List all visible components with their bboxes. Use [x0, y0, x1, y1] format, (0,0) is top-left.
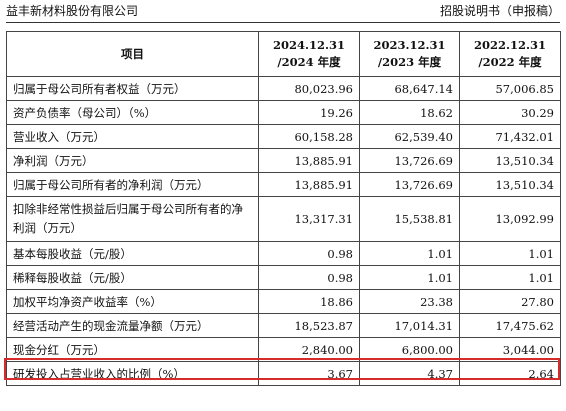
- row-label: 稀释每股收益（元/股）: [6, 265, 259, 290]
- table-row: 经营活动产生的现金流量净额（万元） 18,523.87 17,014.31 17,47…: [6, 313, 561, 338]
- cell-value: 17,475.62: [459, 313, 561, 338]
- row-label: 现金分红（万元）: [6, 337, 259, 362]
- cell-value: 18.62: [359, 100, 460, 125]
- cell-value: 2.64: [459, 361, 561, 386]
- cell-value: 1.01: [459, 265, 561, 290]
- header-item: 项目: [6, 31, 259, 77]
- row-label: 研发投入占营业收入的比例（%）: [6, 361, 259, 386]
- cell-value: 80,023.96: [258, 76, 360, 101]
- cell-value: 18.86: [258, 289, 360, 314]
- cell-value: 13,885.91: [258, 172, 360, 197]
- table-row: 净利润（万元） 13,885.91 13,726.69 13,510.34: [6, 148, 561, 173]
- table-row: 归属于母公司所有者权益（万元） 80,023.96 68,647.14 57,006.…: [6, 76, 561, 101]
- table-body: 归属于母公司所有者权益（万元） 80,023.96 68,647.14 57,006.…: [6, 76, 561, 386]
- cell-value: 1.01: [359, 265, 460, 290]
- cell-value: 19.26: [258, 100, 360, 125]
- table-row: 稀释每股收益（元/股） 0.98 1.01 1.01: [6, 265, 561, 290]
- row-label: 加权平均净资产收益率（%）: [6, 289, 259, 314]
- table-row: 研发投入占营业收入的比例（%） 3.67 4.37 2.64: [6, 361, 561, 386]
- cell-value: 1.01: [459, 241, 561, 266]
- cell-value: 30.29: [459, 100, 561, 125]
- cell-value: 6,800.00: [359, 337, 460, 362]
- company-name: 益丰新材料股份有限公司: [6, 4, 139, 18]
- cell-value: 1.01: [359, 241, 460, 266]
- cell-value: 3.67: [258, 361, 360, 386]
- cell-value: 13,510.34: [459, 172, 561, 197]
- table-row: 基本每股收益（元/股） 0.98 1.01 1.01: [6, 241, 561, 266]
- row-label: 资产负债率（母公司）（%）: [6, 100, 259, 125]
- cell-value: 60,158.28: [258, 124, 360, 149]
- cell-value: 18,523.87: [258, 313, 360, 338]
- header-2024: 2024.12.31/2024 年度: [258, 31, 360, 77]
- cell-value: 71,432.01: [459, 124, 561, 149]
- cell-value: 3,044.00: [459, 337, 561, 362]
- row-label: 基本每股收益（元/股）: [6, 241, 259, 266]
- header-2023: 2023.12.31/2023 年度: [359, 31, 460, 77]
- row-label: 经营活动产生的现金流量净额（万元）: [6, 313, 259, 338]
- row-label: 归属于母公司所有者权益（万元）: [6, 76, 259, 101]
- cell-value: 4.37: [359, 361, 460, 386]
- table-header-row: 项目 2024.12.31/2024 年度 2023.12.31/2023 年度…: [6, 31, 561, 77]
- row-label: 营业收入（万元）: [6, 124, 259, 149]
- row-label: 归属于母公司所有者的净利润（万元）: [6, 172, 259, 197]
- cell-value: 17,014.31: [359, 313, 460, 338]
- cell-value: 0.98: [258, 265, 360, 290]
- cell-value: 13,726.69: [359, 172, 460, 197]
- table-row: 现金分红（万元） 2,840.00 6,800.00 3,044.00: [6, 337, 561, 362]
- cell-value: 13,510.34: [459, 148, 561, 173]
- cell-value: 68,647.14: [359, 76, 460, 101]
- cell-value: 13,092.99: [459, 196, 561, 242]
- row-label: 净利润（万元）: [6, 148, 259, 173]
- cell-value: 62,539.40: [359, 124, 460, 149]
- cell-value: 13,885.91: [258, 148, 360, 173]
- cell-value: 27.80: [459, 289, 561, 314]
- cell-value: 15,538.81: [359, 196, 460, 242]
- table-row: 归属于母公司所有者的净利润（万元） 13,885.91 13,726.69 13,51…: [6, 172, 561, 197]
- cell-value: 2,840.00: [258, 337, 360, 362]
- table-row: 资产负债率（母公司）（%） 19.26 18.62 30.29: [6, 100, 561, 125]
- table-row: 加权平均净资产收益率（%） 18.86 23.38 27.80: [6, 289, 561, 314]
- page-header: 益丰新材料股份有限公司 招股说明书（申报稿）: [6, 0, 560, 23]
- cell-value: 13,726.69: [359, 148, 460, 173]
- cell-value: 23.38: [359, 289, 460, 314]
- table-row: 扣除非经常性损益后归属于母公司所有者的净利润（万元） 13,317.31 15,53…: [6, 196, 561, 242]
- cell-value: 0.98: [258, 241, 360, 266]
- financial-data-table: 项目 2024.12.31/2024 年度 2023.12.31/2023 年度…: [6, 31, 561, 386]
- table-row: 营业收入（万元） 60,158.28 62,539.40 71,432.01: [6, 124, 561, 149]
- cell-value: 57,006.85: [459, 76, 561, 101]
- row-label: 扣除非经常性损益后归属于母公司所有者的净利润（万元）: [6, 196, 259, 242]
- document-title: 招股说明书（申报稿）: [439, 4, 560, 18]
- header-2022: 2022.12.31/2022 年度: [459, 31, 561, 77]
- cell-value: 13,317.31: [258, 196, 360, 242]
- header-rule: [6, 22, 560, 23]
